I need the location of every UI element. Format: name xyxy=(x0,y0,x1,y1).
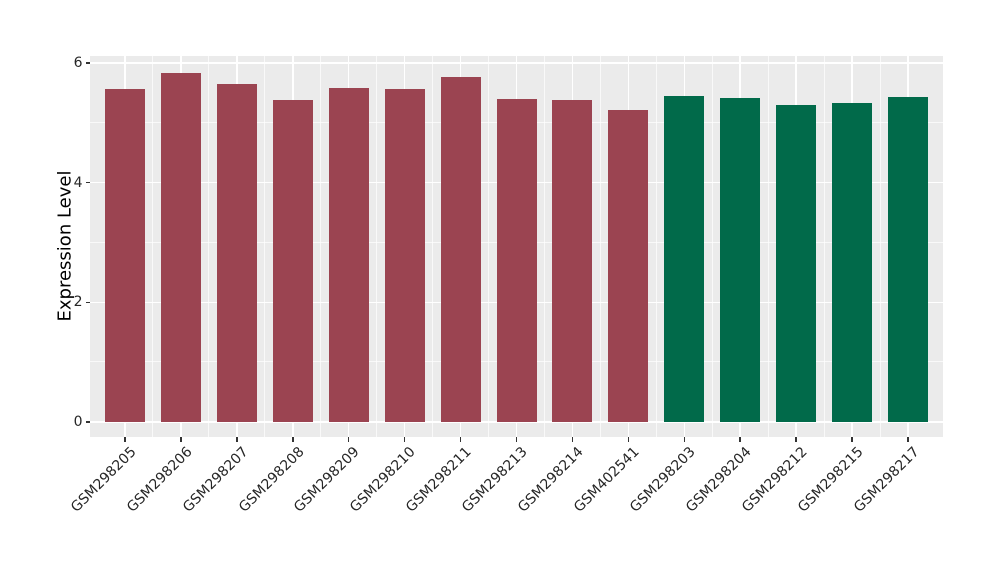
x-tick-GSM298213 xyxy=(515,437,518,442)
x-tick-GSM298205 xyxy=(124,437,126,442)
gridline-minor-x-1 xyxy=(152,56,154,437)
gridline-minor-x-7 xyxy=(488,56,490,437)
bar-GSM298213 xyxy=(496,98,537,422)
y-tick-label-0: 0 xyxy=(73,414,83,430)
gridline-minor-x-6 xyxy=(432,56,434,437)
gridline-minor-x-12 xyxy=(767,56,769,437)
bar-GSM402541 xyxy=(608,110,649,422)
y-tick-2 xyxy=(85,301,90,304)
x-tick-GSM298217 xyxy=(907,437,909,442)
gridline-minor-x-2 xyxy=(208,56,210,437)
y-tick-6 xyxy=(85,62,90,64)
x-tick-GSM298214 xyxy=(571,437,574,442)
bar-GSM298206 xyxy=(160,73,201,422)
x-tick-GSM298208 xyxy=(292,437,294,442)
plot-panel xyxy=(90,56,943,437)
gridline-minor-x-4 xyxy=(320,56,322,437)
gridline-minor-x-11 xyxy=(711,56,713,437)
gridline-minor-x-14 xyxy=(879,56,881,437)
gridline-minor-x-9 xyxy=(599,56,601,437)
bar-GSM298210 xyxy=(384,88,425,422)
bar-GSM298212 xyxy=(776,104,817,422)
x-tick-GSM298206 xyxy=(180,437,182,442)
x-tick-GSM298207 xyxy=(236,437,238,442)
y-tick-label-2: 2 xyxy=(73,294,83,311)
bar-GSM298205 xyxy=(104,88,145,422)
bar-GSM298211 xyxy=(440,76,481,422)
gridline-minor-x-10 xyxy=(655,56,657,437)
bar-GSM298214 xyxy=(552,100,593,422)
x-tick-GSM298204 xyxy=(739,437,741,442)
gridline-minor-x-13 xyxy=(823,56,825,437)
bar-GSM298217 xyxy=(888,96,929,422)
bar-GSM298207 xyxy=(216,83,257,422)
x-tick-GSM298203 xyxy=(683,437,686,442)
x-tick-GSM298209 xyxy=(347,437,350,442)
x-tick-GSM298212 xyxy=(795,437,797,442)
y-tick-label-6: 6 xyxy=(73,55,83,72)
bar-GSM298208 xyxy=(272,99,313,422)
bar-GSM298203 xyxy=(664,95,705,422)
x-tick-GSM298210 xyxy=(403,437,406,442)
gridline-minor-x-8 xyxy=(543,56,545,437)
x-tick-GSM298215 xyxy=(851,437,853,442)
x-tick-GSM298211 xyxy=(459,437,462,442)
gridline-minor-x-5 xyxy=(376,56,378,437)
bar-GSM298209 xyxy=(328,87,369,422)
bar-GSM298215 xyxy=(832,103,873,422)
x-tick-GSM402541 xyxy=(627,437,630,442)
bar-GSM298204 xyxy=(720,98,761,422)
y-tick-label-4: 4 xyxy=(73,174,83,191)
y-tick-4 xyxy=(85,181,90,184)
gridline-minor-x-3 xyxy=(264,56,266,437)
y-tick-0 xyxy=(85,421,90,423)
